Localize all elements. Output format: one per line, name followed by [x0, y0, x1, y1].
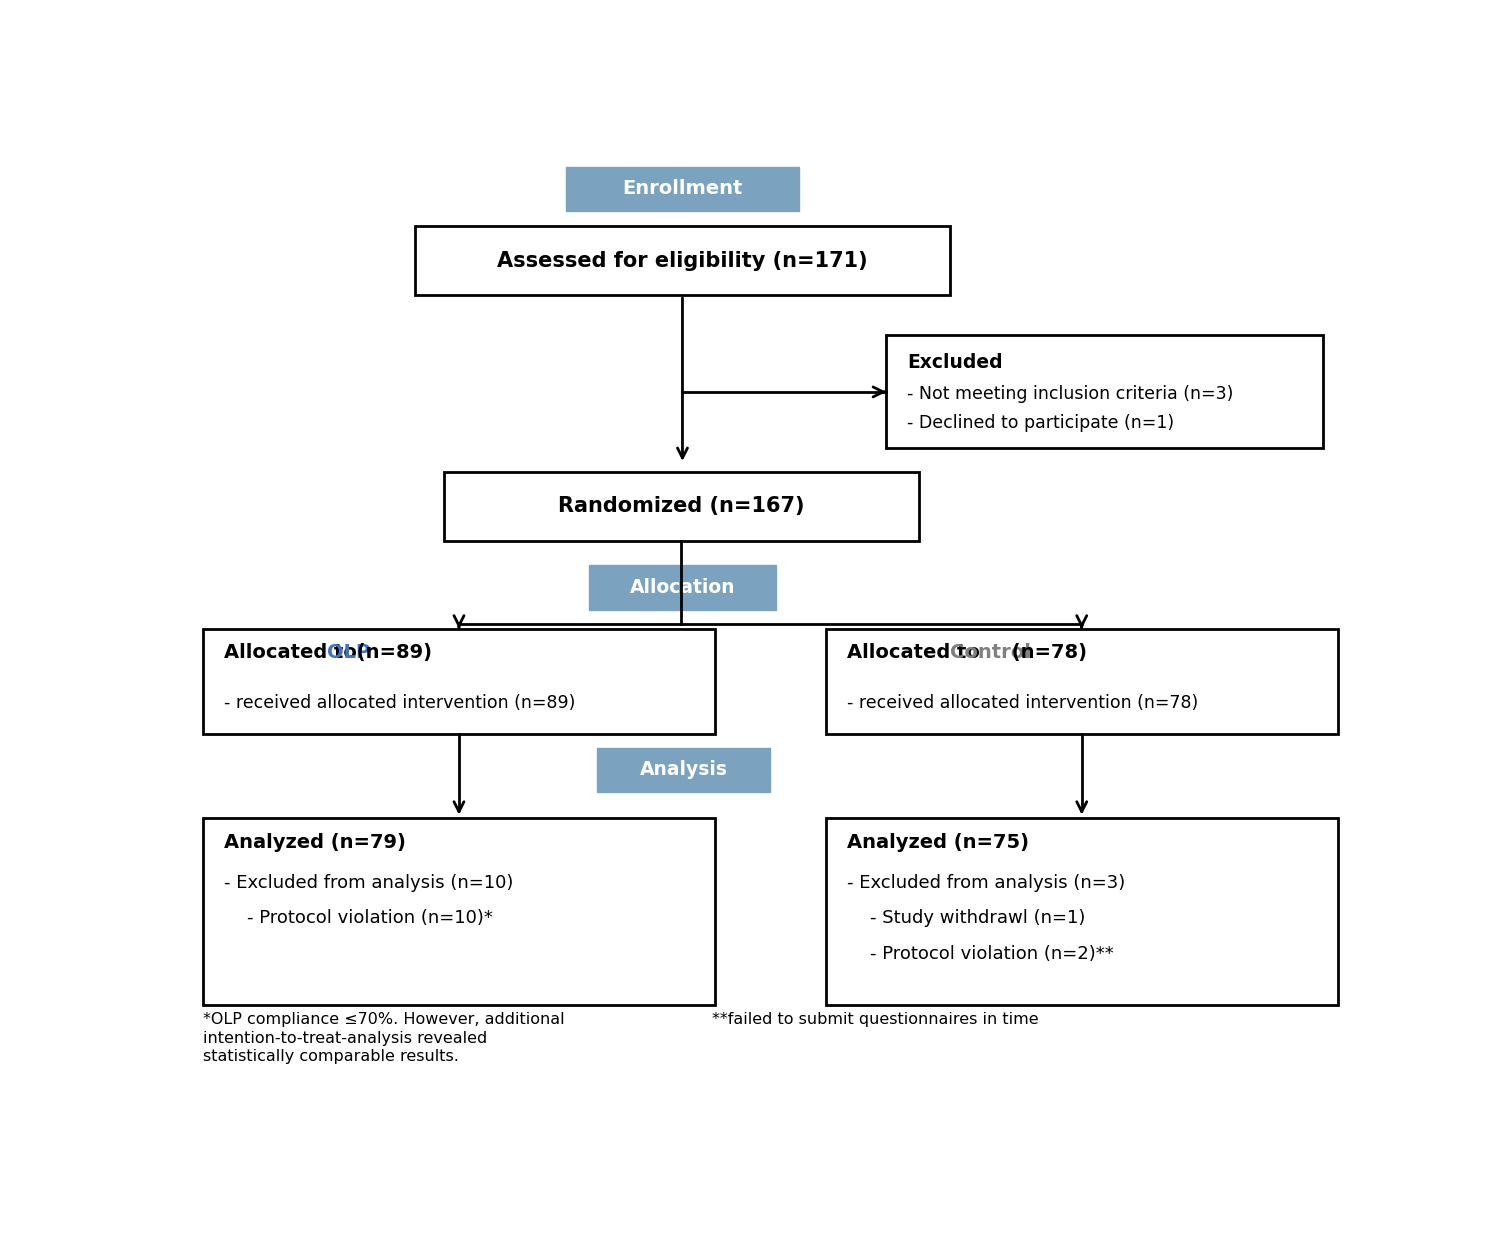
- FancyBboxPatch shape: [566, 167, 799, 210]
- FancyBboxPatch shape: [445, 472, 919, 540]
- Text: Assessed for eligibility (n=171): Assessed for eligibility (n=171): [497, 250, 868, 270]
- FancyBboxPatch shape: [826, 629, 1338, 735]
- Text: - Protocol violation (n=10)*: - Protocol violation (n=10)*: [224, 909, 493, 928]
- Text: - Not meeting inclusion criteria (n=3): - Not meeting inclusion criteria (n=3): [907, 385, 1233, 403]
- FancyBboxPatch shape: [203, 818, 715, 1005]
- Text: OLP: OLP: [327, 644, 369, 662]
- Text: - Declined to participate (n=1): - Declined to participate (n=1): [907, 415, 1175, 432]
- Text: Enrollment: Enrollment: [622, 179, 742, 198]
- Text: statistically comparable results.: statistically comparable results.: [203, 1048, 458, 1063]
- Text: - Excluded from analysis (n=3): - Excluded from analysis (n=3): [847, 874, 1125, 891]
- Text: Allocated to: Allocated to: [224, 644, 363, 662]
- Text: **failed to submit questionnaires in time: **failed to submit questionnaires in tim…: [712, 1012, 1038, 1027]
- Text: Analyzed (n=79): Analyzed (n=79): [224, 833, 406, 852]
- Text: - Protocol violation (n=2)**: - Protocol violation (n=2)**: [847, 945, 1113, 962]
- FancyBboxPatch shape: [826, 818, 1338, 1005]
- Text: intention-to-treat-analysis revealed: intention-to-treat-analysis revealed: [203, 1031, 487, 1046]
- Text: - Excluded from analysis (n=10): - Excluded from analysis (n=10): [224, 874, 514, 891]
- Text: (n=78): (n=78): [1005, 644, 1087, 662]
- Text: Analyzed (n=75): Analyzed (n=75): [847, 833, 1029, 852]
- Text: - received allocated intervention (n=78): - received allocated intervention (n=78): [847, 695, 1199, 712]
- Text: Allocation: Allocation: [629, 578, 734, 598]
- FancyBboxPatch shape: [415, 227, 951, 295]
- Text: (n=89): (n=89): [350, 644, 433, 662]
- Text: Randomized (n=167): Randomized (n=167): [559, 496, 805, 515]
- FancyBboxPatch shape: [589, 565, 775, 610]
- Text: Allocated to: Allocated to: [847, 644, 987, 662]
- Text: Analysis: Analysis: [640, 761, 727, 779]
- Text: - received allocated intervention (n=89): - received allocated intervention (n=89): [224, 695, 575, 712]
- Text: Excluded: Excluded: [907, 352, 1003, 372]
- FancyBboxPatch shape: [203, 629, 715, 735]
- Text: - Study withdrawl (n=1): - Study withdrawl (n=1): [847, 909, 1084, 928]
- Text: Control: Control: [949, 644, 1030, 662]
- FancyBboxPatch shape: [886, 335, 1323, 448]
- Text: *OLP compliance ≤70%. However, additional: *OLP compliance ≤70%. However, additiona…: [203, 1012, 565, 1027]
- FancyBboxPatch shape: [598, 747, 771, 792]
